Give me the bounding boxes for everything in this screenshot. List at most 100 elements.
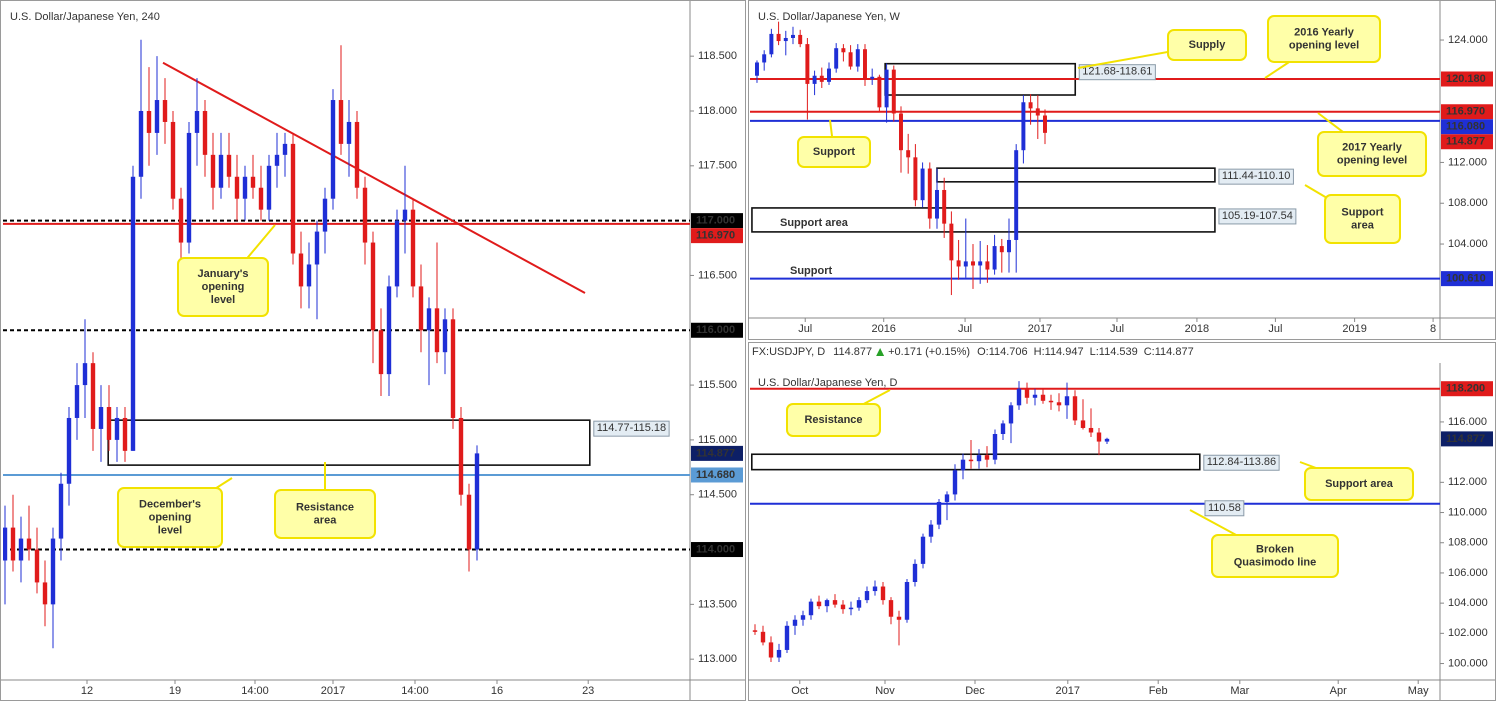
candle-body xyxy=(242,176,248,199)
candle-body xyxy=(949,223,954,261)
candle-body xyxy=(827,68,831,82)
candle-body xyxy=(1014,150,1019,240)
candle-body xyxy=(956,260,961,267)
x-tick-label: Nov xyxy=(875,685,895,697)
candle-body xyxy=(1056,402,1062,406)
candle-body xyxy=(824,600,830,607)
price-tag xyxy=(691,467,743,483)
candle-body xyxy=(106,407,112,440)
candle-body xyxy=(776,33,781,42)
x-tick-label: Jul xyxy=(798,323,812,335)
chart-title: U.S. Dollar/Japanese Yen, 240 xyxy=(10,11,160,23)
x-tick-label: 23 xyxy=(582,685,594,697)
candle-body xyxy=(856,600,862,608)
zone-label: 105.19-107.54 xyxy=(1222,210,1293,222)
candle-body xyxy=(1008,405,1014,424)
callout-text: January's xyxy=(198,268,249,280)
zone xyxy=(107,419,591,466)
callout-text: opening level xyxy=(1289,39,1359,51)
y-tick-label: 106.000 xyxy=(1448,567,1488,579)
zone xyxy=(750,453,1201,471)
candle-body xyxy=(1088,427,1094,433)
x-tick-label: 14:00 xyxy=(401,685,429,697)
candle-body xyxy=(274,154,280,166)
x-tick-label: May xyxy=(1408,685,1429,697)
candle-body xyxy=(913,157,918,201)
x-tick-label: 19 xyxy=(169,685,181,697)
price-tag-label: 100.610 xyxy=(1446,273,1486,285)
candle-body xyxy=(34,549,40,583)
candle-body xyxy=(322,198,328,232)
y-tick-label: 114.500 xyxy=(698,489,737,501)
candle-body xyxy=(784,625,790,650)
candle-body xyxy=(466,494,472,550)
price-tag xyxy=(1441,134,1493,150)
candle-body xyxy=(298,253,304,287)
callout-text: Support area xyxy=(1325,478,1394,490)
candle-body xyxy=(66,417,72,484)
candle-body xyxy=(870,76,875,79)
price-tag xyxy=(1441,71,1493,87)
y-tick-label: 116.000 xyxy=(1448,416,1487,428)
callout-box xyxy=(1324,194,1401,244)
candle-body xyxy=(942,189,947,224)
candle-body xyxy=(800,615,806,620)
callout-box xyxy=(1211,534,1339,578)
candle-body xyxy=(783,37,788,42)
callout-box xyxy=(797,136,871,168)
candle-body xyxy=(418,286,424,331)
callout-box xyxy=(1267,15,1381,63)
candle-body xyxy=(474,453,480,550)
candle-body xyxy=(1016,388,1022,406)
callout-text: area xyxy=(314,514,338,526)
candle-body xyxy=(378,330,384,375)
candle-body xyxy=(58,483,64,539)
x-tick-label: 2018 xyxy=(1185,323,1209,335)
candle-body xyxy=(186,132,192,243)
trend-line xyxy=(162,61,586,294)
candle-body xyxy=(1035,108,1040,116)
x-tick-label: 2017 xyxy=(321,685,345,697)
candle-body xyxy=(841,48,846,53)
zone-label: 114.77-115.18 xyxy=(597,422,666,434)
price-tag-label: 116.080 xyxy=(1446,121,1485,133)
y-tick-label: 100.000 xyxy=(1448,657,1488,669)
candle-body xyxy=(146,110,152,133)
price-tag xyxy=(691,542,743,558)
candle-body xyxy=(792,619,798,626)
candle-body xyxy=(999,246,1004,253)
callout-text: Quasimodo line xyxy=(1234,556,1317,568)
callout-box xyxy=(177,257,269,317)
candle-body xyxy=(1000,423,1006,435)
candle-body xyxy=(386,286,392,375)
candle-body xyxy=(840,604,846,610)
callout-text: Support xyxy=(1341,206,1383,218)
candle-body xyxy=(920,536,926,564)
candle-body xyxy=(963,261,968,267)
candle-body xyxy=(170,121,176,199)
plot-label: Support xyxy=(790,265,832,277)
y-tick-label: 118.000 xyxy=(698,105,737,117)
candle-body xyxy=(434,308,440,353)
candle-body xyxy=(877,76,882,108)
candle-body xyxy=(762,54,767,63)
x-tick-label: 2019 xyxy=(1342,323,1366,335)
zone-label-box xyxy=(1203,454,1280,471)
x-tick-label: 14:00 xyxy=(241,685,269,697)
y-tick-label: 124.000 xyxy=(1448,34,1488,46)
price-tag xyxy=(691,228,743,244)
y-tick-label: 104.000 xyxy=(1448,238,1488,250)
candle-body xyxy=(1032,394,1038,398)
callout-text: Resistance xyxy=(296,501,354,513)
x-tick-label: 2017 xyxy=(1028,323,1052,335)
candle-body xyxy=(1021,102,1026,151)
candle-body xyxy=(210,154,216,188)
header-close-label: C: xyxy=(1144,346,1155,358)
x-tick-label: Jul xyxy=(958,323,972,335)
candle-body xyxy=(90,363,96,429)
candle-body xyxy=(402,209,408,221)
candle-body xyxy=(808,601,814,616)
y-tick-label: 113.500 xyxy=(698,598,737,610)
panel-frame xyxy=(748,342,1496,701)
callout-text: Resistance xyxy=(804,414,862,426)
